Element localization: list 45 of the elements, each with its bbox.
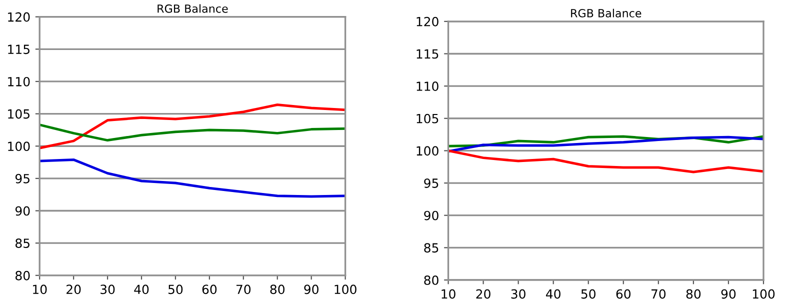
x-tick-label: 60: [202, 284, 217, 294]
x-tick-label: 60: [616, 289, 631, 299]
x-tick-label: 40: [546, 289, 560, 299]
x-tick-label: 10: [442, 289, 456, 299]
y-tick-label: 115: [8, 44, 30, 54]
x-tick-label: 20: [476, 289, 490, 299]
y-tick-label: 100: [8, 142, 30, 152]
y-tick-label: 90: [424, 210, 438, 220]
x-tick-label: 90: [304, 284, 318, 294]
x-tick-label: 90: [721, 289, 736, 299]
y-tick-label: 110: [416, 82, 438, 91]
line-series: [40, 103, 346, 150]
x-tick-label: 40: [134, 284, 149, 294]
y-tick-label: 120: [416, 16, 438, 26]
x-tick-label: 70: [236, 284, 251, 294]
y-tick-label: 80: [424, 275, 438, 285]
y-tick-label: 115: [416, 49, 438, 59]
x-tick-label: 100: [334, 284, 356, 294]
y-tick-label: 80: [16, 270, 30, 280]
x-tick-label: 80: [686, 289, 701, 299]
y-tick-label: 105: [416, 114, 438, 124]
x-tick-label: 80: [270, 284, 284, 294]
y-tick-label: 120: [8, 12, 30, 22]
x-tick-label: 30: [100, 284, 115, 294]
line-series: [448, 149, 764, 174]
chart-title: RGB Balance: [158, 4, 228, 13]
line-series: [40, 124, 346, 142]
x-tick-label: 50: [168, 284, 183, 294]
y-tick-label: 105: [8, 109, 30, 119]
y-tick-label: 110: [8, 76, 30, 86]
x-tick-label: 10: [33, 284, 47, 294]
y-tick-label: 95: [15, 174, 30, 184]
x-tick-label: 50: [581, 289, 596, 299]
y-tick-label: 100: [416, 146, 438, 156]
x-tick-label: 30: [511, 289, 526, 299]
x-tick-label: 100: [752, 289, 775, 299]
y-tick-label: 85: [16, 238, 30, 248]
y-tick-label: 85: [424, 243, 438, 253]
line-series: [40, 158, 346, 198]
x-tick-label: 20: [66, 284, 81, 294]
x-tick-label: 70: [651, 289, 666, 299]
line-series: [448, 136, 764, 153]
y-tick-label: 95: [424, 178, 438, 188]
y-tick-label: 90: [15, 206, 30, 216]
chart-title: RGB Balance: [571, 8, 642, 18]
